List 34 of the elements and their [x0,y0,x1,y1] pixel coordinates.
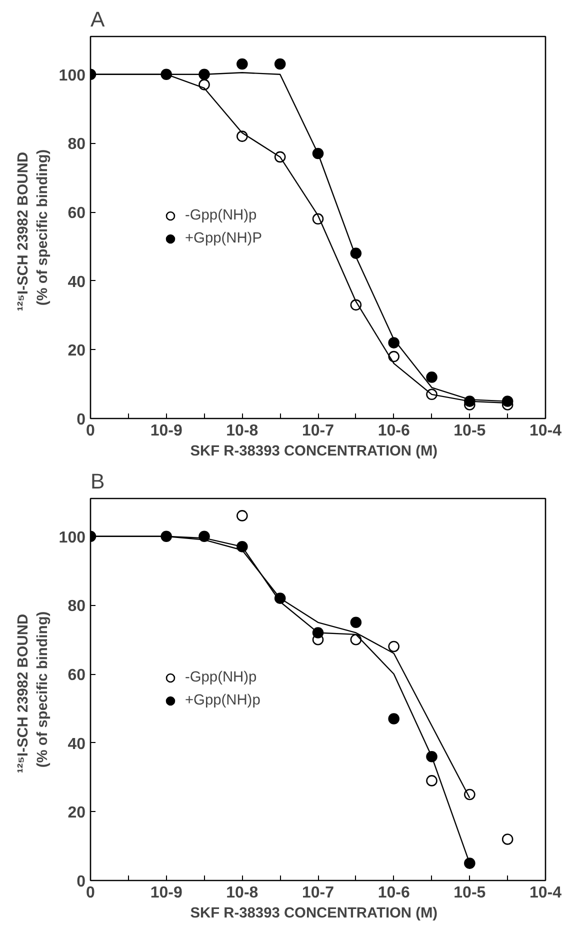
y-tick-label: 60 [68,667,86,684]
legend-label: +Gpp(NH)P [185,230,262,246]
y-tick-label: 20 [68,804,86,822]
y-tick-label: 0 [76,874,86,890]
x-tick-label: 10-5 [454,884,486,902]
chart-title: B [90,470,105,494]
y-tick-label: 0 [76,412,86,428]
y-tick-label: 100 [58,67,86,84]
x-tick-label: 10-8 [226,884,258,902]
x-axis-title: SKF R-38393 CONCENTRATION (M) [190,444,438,460]
x-tick-label: 10-8 [226,422,258,440]
x-tick-label: 10-7 [302,884,334,902]
y-tick-label: 20 [68,342,86,360]
x-tick-label: 10-9 [150,884,182,902]
x-tick-label: 10-4 [529,884,562,902]
y-tick-label: 80 [68,598,86,616]
y-tick-label: 40 [68,274,86,291]
x-tick-label: 10-6 [378,884,410,902]
y-tick-label: 80 [68,136,86,154]
legend-label: -Gpp(NH)p [185,208,257,224]
chart-title: A [90,8,106,32]
x-axis-title: SKF R-38393 CONCENTRATION (M) [190,906,438,922]
x-tick-label: 10-4 [529,422,562,440]
legend-label: -Gpp(NH)p [185,670,257,686]
x-tick-label: 10-5 [454,422,486,440]
x-tick-label: 10-6 [378,422,410,440]
legend-label: +Gpp(NH)p [185,692,260,708]
x-tick-label: 10-9 [150,422,182,440]
y-axis-title: ¹²⁵I-SCH 23982 BOUND (% of specific binding) [16,149,51,312]
y-tick-label: 100 [58,529,86,546]
x-tick-label: 10-7 [302,422,334,440]
y-axis-title: ¹²⁵I-SCH 23982 BOUND (% of specific binding) [16,611,51,774]
y-tick-label: 40 [68,736,86,753]
y-tick-label: 60 [68,205,86,222]
